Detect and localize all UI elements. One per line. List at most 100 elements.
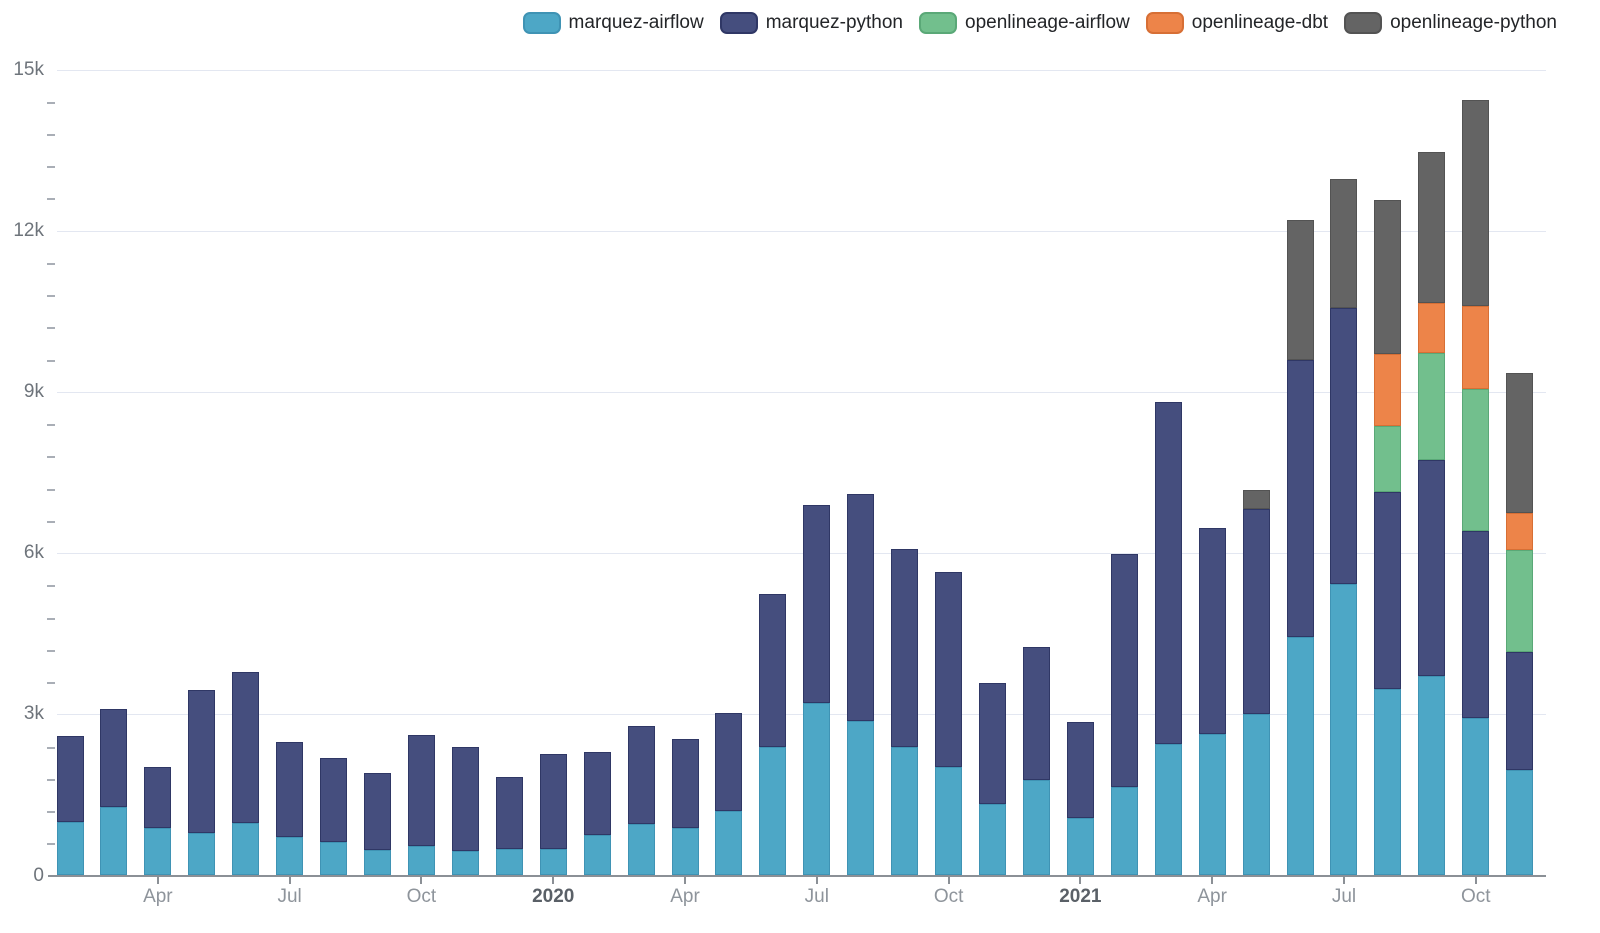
bar-segment-marquez-airflow[interactable] <box>320 841 348 876</box>
bar-segment-marquez-airflow[interactable] <box>1022 780 1050 876</box>
bar-segment-marquez-airflow[interactable] <box>1242 714 1270 876</box>
bar-segment-marquez-python[interactable] <box>1506 652 1534 770</box>
y-axis-minor-tick <box>47 811 55 814</box>
bar-segment-marquez-airflow[interactable] <box>451 850 479 876</box>
bar-segment-marquez-python[interactable] <box>979 683 1007 805</box>
bar-segment-openlineage-python[interactable] <box>1506 373 1534 513</box>
bar-segment-marquez-airflow[interactable] <box>1066 818 1094 876</box>
bar-segment-marquez-airflow[interactable] <box>1110 787 1138 876</box>
bar-segment-marquez-python[interactable] <box>1110 553 1138 788</box>
bar-segment-marquez-python[interactable] <box>1066 722 1094 819</box>
bar-segment-openlineage-python[interactable] <box>1242 490 1270 509</box>
bar-segment-openlineage-dbt[interactable] <box>1374 354 1402 426</box>
legend-item-openlineage-dbt[interactable]: openlineage-dbt <box>1145 12 1329 34</box>
bar-segment-openlineage-airflow[interactable] <box>1374 425 1402 492</box>
bar-segment-marquez-airflow[interactable] <box>144 827 172 876</box>
bar-segment-marquez-python[interactable] <box>1374 491 1402 690</box>
legend-item-openlineage-airflow[interactable]: openlineage-airflow <box>919 12 1130 34</box>
bar-segment-marquez-python[interactable] <box>803 505 831 703</box>
bar-segment-marquez-airflow[interactable] <box>715 811 743 876</box>
bar-segment-marquez-airflow[interactable] <box>803 703 831 876</box>
bar-segment-marquez-airflow[interactable] <box>979 804 1007 876</box>
bar-segment-openlineage-python[interactable] <box>1330 178 1358 309</box>
legend-item-marquez-airflow[interactable]: marquez-airflow <box>522 12 704 34</box>
bar-segment-openlineage-airflow[interactable] <box>1462 388 1490 532</box>
bar-segment-marquez-airflow[interactable] <box>1462 718 1490 876</box>
legend-label: marquez-python <box>765 12 903 33</box>
bar-segment-marquez-airflow[interactable] <box>1198 734 1226 876</box>
bar-segment-marquez-airflow[interactable] <box>1330 584 1358 876</box>
bar-segment-marquez-airflow[interactable] <box>188 832 216 876</box>
legend-label: openlineage-dbt <box>1191 12 1329 33</box>
x-axis-tick <box>1211 876 1214 884</box>
bar-segment-marquez-python[interactable] <box>1330 308 1358 585</box>
bar-segment-marquez-airflow[interactable] <box>847 721 875 876</box>
bar-segment-marquez-airflow[interactable] <box>1154 743 1182 876</box>
bar-segment-marquez-airflow[interactable] <box>1506 769 1534 876</box>
bar-segment-marquez-airflow[interactable] <box>100 806 128 876</box>
x-axis-tick <box>1474 876 1477 884</box>
bar-segment-marquez-python[interactable] <box>56 736 84 822</box>
bar-segment-marquez-python[interactable] <box>1462 531 1490 719</box>
bar-segment-marquez-python[interactable] <box>715 713 743 811</box>
bar-segment-openlineage-dbt[interactable] <box>1506 512 1534 550</box>
bar-segment-marquez-airflow[interactable] <box>232 823 260 876</box>
bar-segment-marquez-python[interactable] <box>1022 646 1050 781</box>
bar-segment-openlineage-airflow[interactable] <box>1418 353 1446 460</box>
bar-segment-marquez-airflow[interactable] <box>583 834 611 876</box>
bar-segment-marquez-airflow[interactable] <box>1286 636 1314 876</box>
y-axis-minor-tick <box>47 327 55 330</box>
bar-segment-marquez-airflow[interactable] <box>1374 689 1402 876</box>
bar-segment-marquez-python[interactable] <box>583 752 611 835</box>
bar-segment-marquez-airflow[interactable] <box>364 849 391 876</box>
bar-segment-marquez-airflow[interactable] <box>891 746 919 876</box>
bar-segment-marquez-python[interactable] <box>100 709 128 807</box>
bar-segment-openlineage-python[interactable] <box>1462 99 1490 307</box>
bar-segment-openlineage-python[interactable] <box>1418 151 1446 304</box>
bar-segment-marquez-python[interactable] <box>671 739 699 829</box>
bar-segment-marquez-python[interactable] <box>188 689 216 833</box>
legend-swatch-openlineage-airflow-icon <box>919 12 957 34</box>
bar-segment-marquez-python[interactable] <box>276 742 304 838</box>
bar-segment-marquez-python[interactable] <box>144 767 172 828</box>
bar-segment-marquez-airflow[interactable] <box>935 767 963 876</box>
bar-segment-marquez-python[interactable] <box>935 572 963 768</box>
bar-segment-marquez-python[interactable] <box>1286 360 1314 637</box>
legend-item-openlineage-python[interactable]: openlineage-python <box>1344 12 1557 34</box>
bar-segment-marquez-python[interactable] <box>1154 402 1182 744</box>
bar-segment-marquez-python[interactable] <box>1198 528 1226 735</box>
bar-segment-marquez-airflow[interactable] <box>627 823 655 876</box>
bar-segment-marquez-python[interactable] <box>1418 459 1446 676</box>
bar-segment-marquez-python[interactable] <box>364 773 391 850</box>
x-axis-tick <box>684 876 687 884</box>
bar-segment-marquez-airflow[interactable] <box>407 845 435 876</box>
bar-segment-openlineage-python[interactable] <box>1374 199 1402 355</box>
bar-segment-marquez-python[interactable] <box>759 593 787 747</box>
legend-swatch-marquez-airflow-icon <box>522 12 561 34</box>
bar-segment-marquez-python[interactable] <box>891 548 919 747</box>
bar-segment-marquez-python[interactable] <box>1242 508 1270 715</box>
bar-segment-marquez-python[interactable] <box>232 671 260 824</box>
bar-segment-openlineage-airflow[interactable] <box>1506 549 1534 653</box>
bar-segment-marquez-airflow[interactable] <box>671 828 699 876</box>
bar-segment-marquez-airflow[interactable] <box>759 746 787 876</box>
bar-segment-marquez-python[interactable] <box>539 753 567 850</box>
bar-segment-marquez-python[interactable] <box>495 777 523 850</box>
y-axis-label: 6k <box>23 542 44 564</box>
bar-segment-marquez-python[interactable] <box>847 494 875 721</box>
x-axis-tick <box>815 876 818 884</box>
bar-segment-marquez-airflow[interactable] <box>56 821 84 876</box>
bar-segment-marquez-airflow[interactable] <box>1418 675 1446 876</box>
bar-segment-marquez-airflow[interactable] <box>276 837 304 876</box>
bar-segment-openlineage-dbt[interactable] <box>1418 303 1446 354</box>
bar-segment-openlineage-dbt[interactable] <box>1462 306 1490 389</box>
bar-segment-marquez-airflow[interactable] <box>495 849 523 876</box>
bar-segment-marquez-python[interactable] <box>451 747 479 851</box>
y-axis-minor-tick <box>47 778 55 781</box>
bar-segment-marquez-python[interactable] <box>627 726 655 824</box>
legend-item-marquez-python[interactable]: marquez-python <box>719 12 903 34</box>
bar-segment-openlineage-python[interactable] <box>1286 219 1314 361</box>
bar-segment-marquez-python[interactable] <box>320 757 348 842</box>
bar-segment-marquez-airflow[interactable] <box>539 849 567 876</box>
bar-segment-marquez-python[interactable] <box>407 735 435 846</box>
